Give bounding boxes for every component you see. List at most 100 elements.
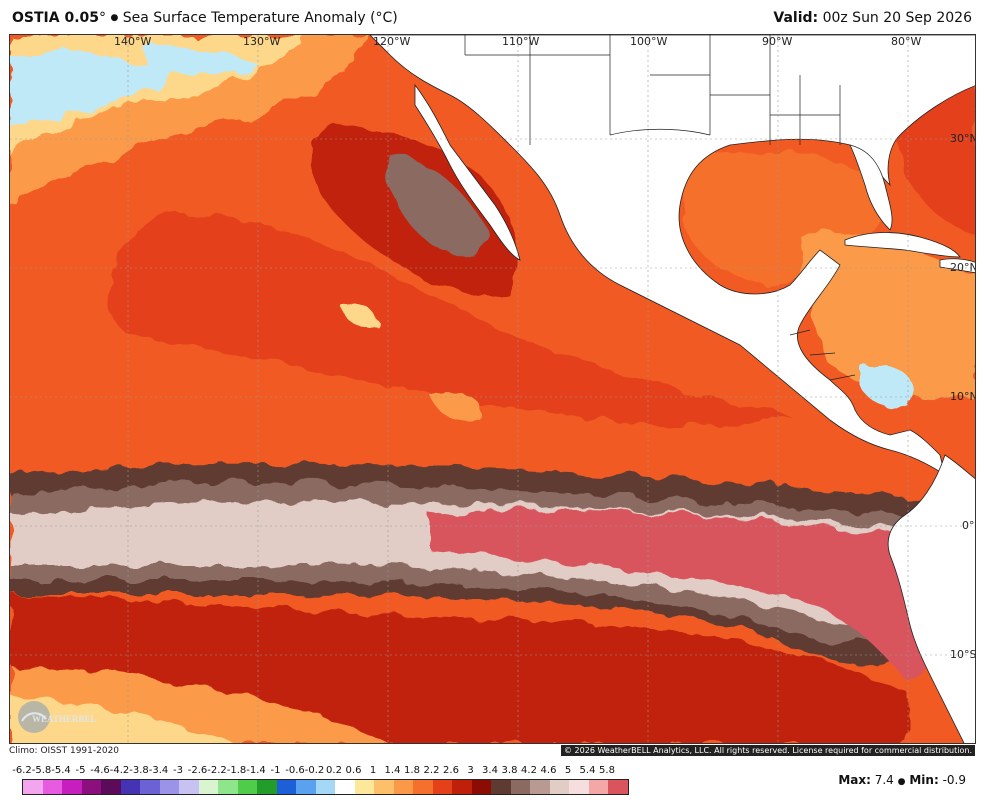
lon-label-110w: 110°W — [502, 35, 540, 48]
colorbar-swatch — [413, 780, 433, 794]
min-value: -0.9 — [942, 773, 966, 787]
max-value: 7.4 — [874, 773, 894, 787]
lat-label-30n: 30°N — [950, 132, 976, 145]
colorbar-swatch — [237, 780, 257, 794]
colorbar-tick-label: 5.4 — [579, 765, 596, 776]
lon-label-80w: 80°W — [891, 35, 922, 48]
colorbar-tick-label: -6.2 — [12, 765, 32, 776]
colorbar-tick-label: -3.4 — [148, 765, 169, 776]
colorbar-swatch — [140, 780, 160, 794]
land-masses — [369, 35, 975, 743]
colorbar-tick-label: -5.8 — [31, 765, 52, 776]
colorbar-swatch — [315, 780, 335, 794]
colorbar-swatch — [179, 780, 199, 794]
min-label: Min: — [909, 773, 939, 787]
nw-cool-patch — [10, 51, 180, 125]
colorbar-swatch — [23, 780, 43, 794]
colorbar-tick-label: -1 — [270, 765, 281, 776]
separator-dot: ● — [110, 13, 119, 23]
colorbar-swatch — [101, 780, 121, 794]
colorbar-tick-label: 4.6 — [540, 765, 557, 776]
florida — [849, 144, 893, 231]
colorbar-tick-label: 5 — [564, 765, 572, 776]
colorbar-tick-label: -0.2 — [304, 765, 325, 776]
equator-pink-core — [430, 510, 953, 685]
colorbar-swatch — [432, 780, 452, 794]
colorbar-tick-label: 1 — [369, 765, 377, 776]
colorbar-swatch — [491, 780, 511, 794]
colorbar-tick-label: -5.4 — [51, 765, 71, 776]
max-label: Max: — [838, 773, 871, 787]
colorbar-tick-label: 1.4 — [384, 765, 401, 776]
colorbar-swatch — [296, 780, 316, 794]
cuba — [844, 232, 961, 258]
colorbar-tick-label: 5.8 — [599, 765, 615, 776]
colorbar-swatch — [452, 780, 472, 794]
colorbar-tick-label: -4.6 — [90, 765, 110, 776]
colorbar-tick-label: -3.8 — [129, 765, 149, 776]
colorbar-tick-label: 2.6 — [443, 765, 459, 776]
sst-anomaly-map: 140°W 130°W 120°W 110°W 100°W 90°W 80°W … — [9, 34, 976, 744]
lat-label-20n: 20°N — [950, 261, 976, 274]
colorbar-swatch — [257, 780, 277, 794]
colorbar-swatch — [276, 780, 296, 794]
colorbar-swatch — [569, 780, 589, 794]
colorbar-tick-label: 0.6 — [345, 765, 362, 776]
south-america-land — [887, 454, 975, 743]
colorbar-tick-labels: -6.2 -5.8 -5.4 -5 -4.6 -4.2 -3.8 -3.4 -3 -2.6 -2.2… — [12, 765, 714, 777]
colorbar-swatch — [510, 780, 530, 794]
colorbar-swatch — [471, 780, 491, 794]
colorbar-swatch — [159, 780, 179, 794]
colorbar-swatch — [354, 780, 374, 794]
subtropical-band — [108, 213, 791, 426]
colorbar-tick-label: 3.4 — [482, 765, 498, 776]
nw-cool-patch-2 — [140, 43, 260, 77]
colorbar-swatch — [62, 780, 82, 794]
valid-label: Valid: — [773, 10, 819, 26]
lat-label-10n: 10°N — [950, 390, 976, 403]
lon-label-90w: 90°W — [762, 35, 793, 48]
copyright-notice: © 2026 WeatherBELL Analytics, LLC. All r… — [561, 745, 975, 756]
colorbar-tick-label: 3 — [467, 765, 474, 776]
colorbar-swatch — [81, 780, 101, 794]
colorbar-tick-label: -4.2 — [109, 765, 130, 776]
colorbar-tick-label: 0.2 — [326, 765, 342, 776]
caribbean-warm — [800, 232, 975, 399]
valid-time-value: 00z Sun 20 Sep 2026 — [822, 10, 972, 26]
colorbar-tick-label: 4.2 — [521, 765, 537, 776]
colorbar-tick-label: 2.2 — [423, 765, 440, 776]
lon-label-100w: 100°W — [630, 35, 668, 48]
colorbar-tick-label: -1.8 — [226, 765, 247, 776]
map-title: OSTIA 0.05° ● Sea Surface Temperature An… — [12, 10, 398, 26]
colorbar-swatch — [549, 780, 569, 794]
colorbar-tick-label: 1.8 — [404, 765, 420, 776]
baja-dark — [387, 155, 490, 258]
political-borders — [464, 35, 856, 381]
colorbar-tick-label: -0.6 — [285, 765, 305, 776]
pale-spot-2 — [430, 391, 482, 422]
colorbar-swatch — [530, 780, 550, 794]
colorbar-swatch — [335, 780, 355, 794]
colorbar-tick-label: -2.6 — [187, 765, 208, 776]
colorbar-swatch — [393, 780, 413, 794]
map-canvas — [10, 35, 975, 743]
lon-label-130w: 130°W — [243, 35, 281, 48]
pale-spot-1 — [340, 303, 376, 327]
south-slight — [10, 695, 235, 743]
north-america-land — [369, 35, 975, 476]
bullet-dot: ● — [897, 777, 906, 787]
colorbar-tick-label: 3.8 — [501, 765, 518, 776]
graticule — [10, 35, 975, 743]
max-min-readout: Max: 7.4 ● Min: -0.9 — [838, 773, 966, 787]
colorbar-tick-label: -2.2 — [207, 765, 227, 776]
colorbar-swatch — [608, 780, 628, 794]
colorbar — [22, 779, 629, 795]
lat-label-10s: 10°S — [950, 648, 976, 661]
colorbar-swatch — [42, 780, 62, 794]
model-name: OSTIA 0.05 — [12, 10, 99, 26]
product-name: Sea Surface Temperature Anomaly (°C) — [122, 10, 398, 26]
climo-note: Climo: OISST 1991-2020 — [9, 746, 120, 756]
baja-peninsula — [414, 83, 521, 261]
degree-sign: ° — [99, 10, 106, 26]
header: OSTIA 0.05° ● Sea Surface Temperature An… — [0, 0, 984, 34]
